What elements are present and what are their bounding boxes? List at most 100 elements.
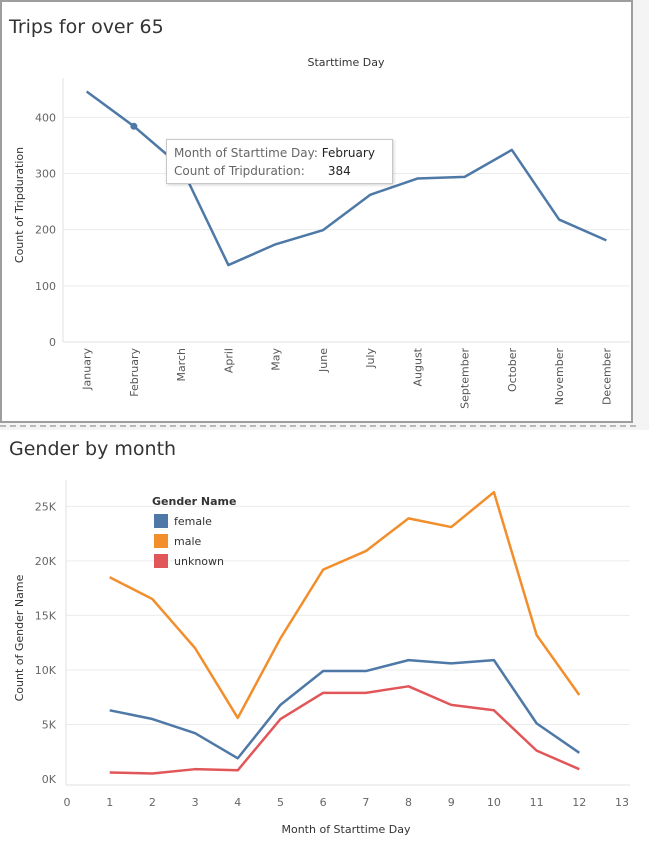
series-line-female <box>109 658 581 760</box>
x-tick-label: 7 <box>362 796 369 809</box>
tooltip-value-count: 384 <box>327 164 351 178</box>
legend-swatch-female <box>154 514 168 528</box>
trips-chart-panel <box>0 0 633 423</box>
x-tick-label: February <box>128 348 141 397</box>
x-tick-label: November <box>553 348 566 406</box>
data-point <box>369 194 371 196</box>
trips-line-chart[interactable]: Starttime Day 0 100 200 300 400 Count of Tripd… <box>0 0 649 425</box>
x-tick-label: 2 <box>149 796 156 809</box>
x-tick-label: 0 <box>64 796 71 809</box>
y-tick-label: 400 <box>35 111 56 124</box>
data-point <box>416 177 418 179</box>
data-point-female <box>322 670 324 672</box>
data-point-male <box>194 647 196 649</box>
chart-title-gender: Gender by month <box>9 438 177 460</box>
data-point <box>227 264 229 266</box>
x-tick-label: 6 <box>320 796 327 809</box>
data-point-male <box>578 694 580 696</box>
legend-swatch-male <box>154 534 168 548</box>
tooltip-key-count: Count of Tripduration: <box>174 164 305 178</box>
x-tick-label: July <box>364 348 377 369</box>
data-point-male <box>237 717 239 719</box>
x-tick-label: 3 <box>192 796 199 809</box>
x-tick-label: October <box>506 348 519 392</box>
legend-label-female: female <box>174 515 212 528</box>
data-point-male <box>450 526 452 528</box>
y-tick-label: 25K <box>35 500 57 513</box>
data-point-unknown <box>151 772 153 774</box>
data-point <box>274 243 276 245</box>
data-point-unknown <box>578 768 580 770</box>
legend-label-male: male <box>174 535 202 548</box>
y-axis-title: Count of Tripduration <box>13 147 26 263</box>
data-point-male <box>535 634 537 636</box>
data-point-female <box>450 662 452 664</box>
x-tick-label: 8 <box>405 796 412 809</box>
data-point-unknown <box>365 692 367 694</box>
x-tick-label: May <box>270 348 283 371</box>
y-tick-label: 10K <box>35 664 57 677</box>
x-tick-label: 13 <box>615 796 629 809</box>
x-tick-label: April <box>222 348 235 373</box>
data-point <box>130 122 138 130</box>
data-point <box>322 229 324 231</box>
legend-swatch-unknown <box>154 554 168 568</box>
x-axis-title: Month of Starttime Day <box>281 823 411 836</box>
data-point-unknown <box>194 768 196 770</box>
series-line-unknown <box>109 685 580 775</box>
x-tick-label: June <box>317 348 330 373</box>
y-tick-label: 100 <box>35 280 56 293</box>
x-tick-label: 11 <box>530 796 544 809</box>
legend-label-unknown: unknown <box>174 555 224 568</box>
y-tick-label: 200 <box>35 224 56 237</box>
y-tick-label: 20K <box>35 555 57 568</box>
data-point-unknown <box>450 704 452 706</box>
data-point-female <box>407 659 409 661</box>
data-point-female <box>365 670 367 672</box>
x-tick-label: September <box>459 348 472 409</box>
data-point-female <box>151 718 153 720</box>
data-point-female <box>194 732 196 734</box>
tooltip: Month of Starttime Day: February Count o… <box>166 139 393 184</box>
data-point-unknown <box>237 769 239 771</box>
data-point-male <box>493 491 495 493</box>
data-point-female <box>578 752 580 754</box>
y-axis-title: Count of Gender Name <box>13 574 26 701</box>
legend-title: Gender Name <box>152 495 236 508</box>
x-tick-label: 1 <box>106 796 113 809</box>
data-point <box>463 176 465 178</box>
data-point-unknown <box>279 718 281 720</box>
y-tick-label: 15K <box>35 609 57 622</box>
data-point <box>605 239 607 241</box>
y-tick-label: 5K <box>42 718 57 731</box>
data-point-male <box>108 576 110 578</box>
data-point-female <box>279 704 281 706</box>
column-header: Starttime Day <box>308 56 385 69</box>
dashboard-divider <box>0 425 636 427</box>
y-tick-label: 300 <box>35 167 56 180</box>
x-tick-label: January <box>81 348 94 391</box>
x-tick-label: August <box>411 347 424 386</box>
data-point-unknown <box>322 692 324 694</box>
data-point-male <box>322 568 324 570</box>
x-tick-label: 12 <box>572 796 586 809</box>
x-tick-label: 4 <box>234 796 241 809</box>
data-point-unknown <box>535 749 537 751</box>
tooltip-key-month: Month of Starttime Day: <box>174 146 318 160</box>
x-tick-label: 9 <box>448 796 455 809</box>
data-point-female <box>493 659 495 661</box>
data-point-unknown <box>493 709 495 711</box>
gender-chart-panel <box>0 430 649 860</box>
x-tick-label: 10 <box>487 796 501 809</box>
data-point-unknown <box>407 685 409 687</box>
data-point <box>558 218 560 220</box>
y-tick-label: 0K <box>42 773 57 786</box>
data-point-male <box>365 550 367 552</box>
x-tick-label: 5 <box>277 796 284 809</box>
data-point <box>511 149 513 151</box>
data-point-female <box>108 709 110 711</box>
chart-title-trips: Trips for over 65 <box>9 16 164 38</box>
series-line-male <box>109 490 581 720</box>
data-point <box>85 90 87 92</box>
